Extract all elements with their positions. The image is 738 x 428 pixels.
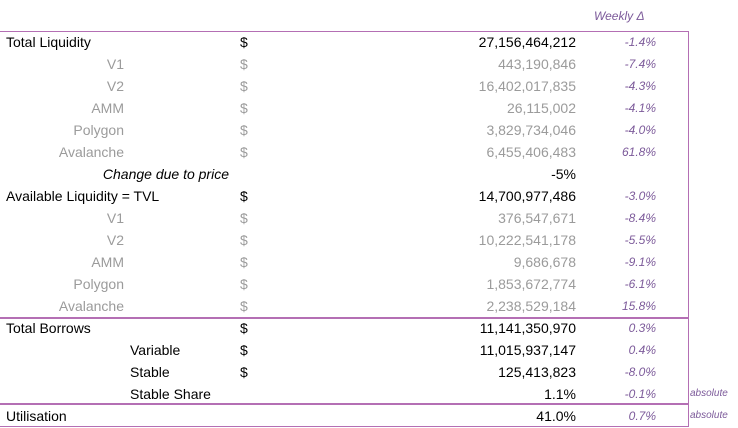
currency-symbol: $ bbox=[240, 56, 248, 72]
row-value: 3,829,734,046 bbox=[486, 122, 576, 138]
currency-symbol: $ bbox=[240, 188, 248, 204]
weekly-delta: 0.3% bbox=[628, 321, 656, 335]
table-row: Avalanche $6,455,406,483 61.8% bbox=[0, 141, 738, 163]
currency-symbol: $ bbox=[240, 144, 248, 160]
row-label: Stable Share bbox=[130, 386, 211, 402]
weekly-delta: 0.4% bbox=[628, 343, 656, 357]
row-label: V1 bbox=[106, 56, 124, 72]
row-value: 14,700,977,486 bbox=[478, 188, 576, 204]
weekly-delta: 0.7% bbox=[628, 409, 656, 423]
row-label: V2 bbox=[106, 78, 124, 94]
table-row: Available Liquidity = TVL $14,700,977,486… bbox=[0, 185, 738, 207]
row-label: Polygon bbox=[73, 122, 124, 138]
currency-symbol: $ bbox=[240, 100, 248, 116]
row-label: Total Borrows bbox=[6, 320, 91, 336]
table-row: Avalanche $2,238,529,184 15.8% bbox=[0, 295, 738, 317]
weekly-delta: -4.0% bbox=[624, 123, 656, 137]
currency-symbol: $ bbox=[240, 320, 248, 336]
table-row: AMM $9,686,678 -9.1% bbox=[0, 251, 738, 273]
table-row: Variable $11,015,937,147 0.4% bbox=[0, 339, 738, 361]
currency-symbol: $ bbox=[240, 276, 248, 292]
currency-symbol: $ bbox=[240, 34, 248, 50]
row-label: Available Liquidity = TVL bbox=[6, 188, 160, 204]
row-label: AMM bbox=[91, 254, 124, 270]
row-label: Avalanche bbox=[58, 144, 124, 160]
weekly-delta: -8.0% bbox=[624, 365, 656, 379]
weekly-delta bbox=[590, 163, 656, 185]
row-note: absolute bbox=[690, 410, 728, 421]
currency-symbol: $ bbox=[240, 342, 248, 358]
row-value: 376,547,671 bbox=[498, 210, 576, 226]
weekly-delta: -5.5% bbox=[624, 233, 656, 247]
weekly-delta: -7.4% bbox=[624, 57, 656, 71]
table-row: Change due to price -5% bbox=[0, 163, 738, 185]
row-label: Avalanche bbox=[58, 298, 124, 314]
row-value: 6,455,406,483 bbox=[486, 144, 576, 160]
row-value: -5% bbox=[551, 166, 576, 182]
row-label: Variable bbox=[130, 342, 181, 358]
row-label: Polygon bbox=[73, 276, 124, 292]
table-row: V2 $10,222,541,178 -5.5% bbox=[0, 229, 738, 251]
weekly-delta: 15.8% bbox=[621, 299, 656, 313]
weekly-delta: -0.1% bbox=[624, 387, 656, 401]
table-row: V1 $376,547,671 -8.4% bbox=[0, 207, 738, 229]
row-label: Stable bbox=[130, 364, 170, 380]
row-label: Change due to price bbox=[102, 166, 229, 182]
weekly-delta-header: Weekly Δ bbox=[594, 9, 645, 23]
row-value: 11,141,350,970 bbox=[479, 320, 576, 336]
row-value: 10,222,541,178 bbox=[478, 232, 576, 248]
table-row: Polygon $1,853,672,774 -6.1% bbox=[0, 273, 738, 295]
row-label: Utilisation bbox=[6, 408, 67, 424]
table-row: V1 $443,190,846 -7.4% bbox=[0, 53, 738, 75]
table-row: Total Borrows $11,141,350,970 0.3% bbox=[0, 317, 738, 339]
weekly-delta: -9.1% bbox=[624, 255, 656, 269]
weekly-delta: -8.4% bbox=[624, 211, 656, 225]
table-row: Polygon $3,829,734,046 -4.0% bbox=[0, 119, 738, 141]
row-label: Total Liquidity bbox=[6, 34, 91, 50]
table-row: Utilisation 41.0% 0.7% absolute bbox=[0, 405, 738, 427]
weekly-delta: -6.1% bbox=[624, 277, 656, 291]
currency-symbol: $ bbox=[240, 78, 248, 94]
table-row: Total Liquidity $27,156,464,212 -1.4% bbox=[0, 31, 738, 53]
table-row: Stable $125,413,823 -8.0% bbox=[0, 361, 738, 383]
row-value: 9,686,678 bbox=[513, 254, 576, 270]
currency-symbol: $ bbox=[240, 298, 248, 314]
currency-symbol: $ bbox=[240, 364, 248, 380]
weekly-delta: -1.4% bbox=[624, 35, 656, 49]
row-value: 2,238,529,184 bbox=[486, 298, 576, 314]
currency-symbol: $ bbox=[240, 122, 248, 138]
weekly-delta: -3.0% bbox=[624, 189, 656, 203]
row-note: absolute bbox=[690, 388, 728, 399]
weekly-delta: 61.8% bbox=[621, 145, 656, 159]
table-row: Stable Share 1.1% -0.1% absolute bbox=[0, 383, 738, 405]
row-label: V2 bbox=[106, 232, 124, 248]
currency-symbol: $ bbox=[240, 254, 248, 270]
row-value: 1,853,672,774 bbox=[486, 276, 576, 292]
row-label: AMM bbox=[91, 100, 124, 116]
weekly-delta: -4.1% bbox=[624, 101, 656, 115]
row-value: 125,413,823 bbox=[498, 364, 576, 380]
row-value: 1.1% bbox=[544, 386, 576, 402]
table-row: V2 $16,402,017,835 -4.3% bbox=[0, 75, 738, 97]
currency-symbol: $ bbox=[240, 210, 248, 226]
row-value: 27,156,464,212 bbox=[478, 34, 576, 50]
row-value: 11,015,937,147 bbox=[479, 342, 576, 358]
row-value: 26,115,002 bbox=[506, 100, 576, 116]
row-value: 16,402,017,835 bbox=[478, 78, 576, 94]
row-value: 41.0% bbox=[536, 408, 576, 424]
row-label: V1 bbox=[106, 210, 124, 226]
currency-symbol: $ bbox=[240, 232, 248, 248]
row-value: 443,190,846 bbox=[498, 56, 576, 72]
table-row: AMM $26,115,002 -4.1% bbox=[0, 97, 738, 119]
weekly-delta: -4.3% bbox=[624, 79, 656, 93]
